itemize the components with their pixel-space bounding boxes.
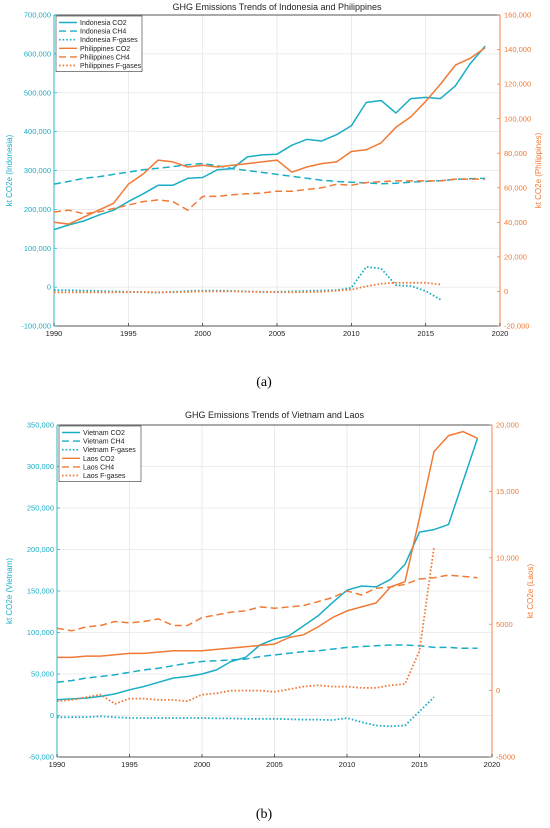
chart-a: 1990 1995 2000 2005 2010 2015 2020 -100,000 0 100… xyxy=(5,2,543,390)
right-tick-label: 0 xyxy=(504,287,508,296)
series-line-vietnam-f-gases xyxy=(57,696,435,728)
legend-box xyxy=(55,15,143,72)
left-tick-label: -50,000 xyxy=(29,753,54,762)
left-tick-label: 350,000 xyxy=(27,421,54,430)
right-axis-label: kt CO2e (Laos) xyxy=(526,564,535,619)
right-tick-label: 100,000 xyxy=(504,114,531,123)
right-tick-label: 20,000 xyxy=(504,252,527,261)
right-tick-label: 40,000 xyxy=(504,218,527,227)
right-tick-label: -5000 xyxy=(496,753,515,762)
legend-label: Philippines F-gases xyxy=(80,63,142,70)
x-tick-label: 2000 xyxy=(194,329,211,338)
legend-box xyxy=(58,425,142,482)
x-tick-label: 1995 xyxy=(120,329,137,338)
x-tick-label: 2000 xyxy=(194,760,211,769)
x-tick-label: 1990 xyxy=(46,329,63,338)
figure-caption: (b) xyxy=(256,807,273,822)
series-line-philippines-ch4 xyxy=(53,178,486,215)
legend-label: Indonesia CH4 xyxy=(80,29,126,36)
right-tick-label: 10,000 xyxy=(496,553,519,562)
legend-label: Laos CH4 xyxy=(83,464,114,471)
x-tick-label: 2005 xyxy=(266,760,283,769)
left-tick-label: 400,000 xyxy=(24,127,51,136)
legend-label: Philippines CO2 xyxy=(80,46,130,53)
right-tick-label: 5000 xyxy=(496,620,513,629)
series-line-laos-ch4 xyxy=(56,574,478,632)
left-tick-label: 100,000 xyxy=(24,244,51,253)
right-tick-label: 120,000 xyxy=(504,80,531,89)
left-tick-label: -100,000 xyxy=(21,322,51,331)
right-tick-label: 0 xyxy=(496,686,500,695)
series-line-vietnam-ch4 xyxy=(56,644,478,684)
x-tick-label: 1995 xyxy=(121,760,138,769)
legend-label: Vietnam CH4 xyxy=(83,439,125,446)
legend-label: Laos F-gases xyxy=(83,473,126,480)
legend-label: Philippines CH4 xyxy=(80,54,130,61)
left-axis-label: kt CO2e (Indonesia) xyxy=(5,134,14,206)
left-tick-label: 0 xyxy=(47,283,51,292)
right-tick-label: -20,000 xyxy=(504,322,529,331)
left-tick-label: 500,000 xyxy=(24,88,51,97)
series-line-indonesia-f-gases xyxy=(54,265,441,301)
x-tick-label: 2015 xyxy=(411,760,428,769)
x-tick-label: 2010 xyxy=(343,329,360,338)
right-tick-label: 20,000 xyxy=(496,421,519,430)
legend-label: Laos CO2 xyxy=(83,456,115,463)
legend-label: Indonesia CO2 xyxy=(80,20,127,27)
x-tick-label: 2010 xyxy=(339,760,356,769)
left-tick-label: 100,000 xyxy=(27,628,54,637)
series-line-indonesia-co2 xyxy=(53,45,486,231)
x-tick-label: 2020 xyxy=(492,329,509,338)
left-tick-label: 200,000 xyxy=(27,545,54,554)
left-tick-label: 50,000 xyxy=(31,670,54,679)
left-tick-label: 300,000 xyxy=(27,462,54,471)
left-tick-label: 150,000 xyxy=(27,587,54,596)
series-line-laos-f-gases xyxy=(56,547,435,705)
right-axis-label: kt CO2e (Philippines) xyxy=(534,132,543,208)
x-tick-label: 1990 xyxy=(49,760,66,769)
legend-label: Vietnam F-gases xyxy=(83,447,136,454)
right-tick-label: 80,000 xyxy=(504,149,527,158)
left-tick-label: 300,000 xyxy=(24,166,51,175)
right-tick-label: 140,000 xyxy=(504,45,531,54)
left-axis-label: kt CO2e (Vietnam) xyxy=(5,558,14,624)
left-tick-label: 700,000 xyxy=(24,11,51,20)
right-tick-label: 15,000 xyxy=(496,487,519,496)
chart-title: GHG Emissions Trends of Vietnam and Laos xyxy=(185,410,364,420)
series-line-vietnam-co2 xyxy=(56,438,479,701)
legend-label: Vietnam CO2 xyxy=(83,430,125,437)
left-tick-label: 600,000 xyxy=(24,49,51,58)
chart-b: 1990 1995 2000 2005 2010 2015 2020 -50,000 0 50,0… xyxy=(5,410,535,822)
series-line-philippines-co2 xyxy=(53,47,486,225)
left-tick-label: 200,000 xyxy=(24,205,51,214)
x-tick-label: 2015 xyxy=(417,329,434,338)
x-tick-label: 2005 xyxy=(269,329,286,338)
x-tick-label: 2020 xyxy=(484,760,501,769)
left-tick-label: 0 xyxy=(50,711,54,720)
right-tick-label: 60,000 xyxy=(504,183,527,192)
series-line-indonesia-ch4 xyxy=(53,162,486,185)
series-line-laos-co2 xyxy=(57,430,478,659)
legend-label: Indonesia F-gases xyxy=(80,37,138,44)
left-tick-label: 250,000 xyxy=(27,504,54,513)
series-line-philippines-f-gases xyxy=(54,281,441,294)
chart-title: GHG Emissions Trends of Indonesia and Ph… xyxy=(172,2,382,12)
figure-caption: (a) xyxy=(256,375,272,390)
right-tick-label: 160,000 xyxy=(504,11,531,20)
